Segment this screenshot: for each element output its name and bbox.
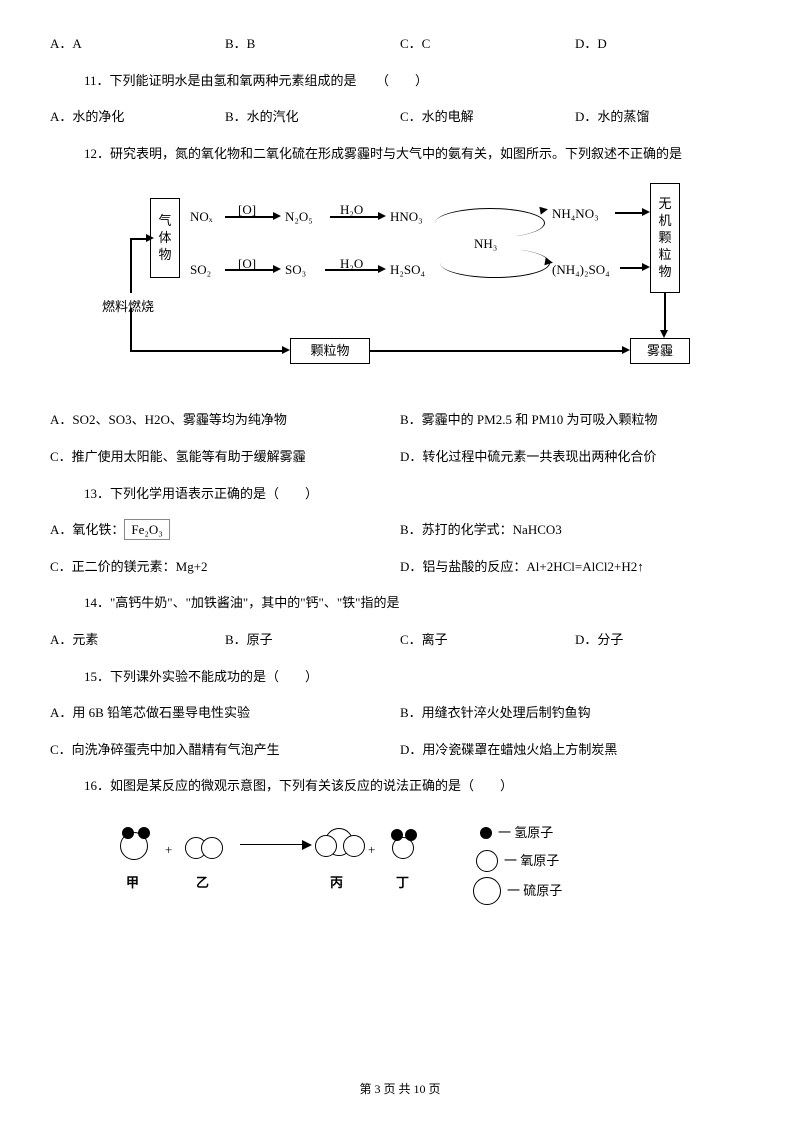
q12-options-2: C．推广使用太阳能、氢能等有助于缓解雾霾 D．转化过程中硫元素一共表现出两种化合… [50, 443, 750, 472]
q11-opt-c: C．水的电解 [400, 103, 575, 132]
top-options-row: A．A B．B C．C D．D [50, 30, 750, 59]
q11-text: 11．下列能证明水是由氢和氧两种元素组成的是 （ ） [84, 67, 750, 96]
label-so3: SO₃ [285, 256, 306, 285]
q13-text: 13．下列化学用语表示正确的是（ ） [84, 480, 750, 509]
q14-text: 14．"高钙牛奶"、"加铁酱油"，其中的"钙"、"铁"指的是 [84, 589, 750, 618]
q15-opt-a: A．用 6B 铅笔芯做石墨导电性实验 [50, 699, 400, 728]
q12-opt-d: D．转化过程中硫元素一共表现出两种化合价 [400, 443, 750, 472]
label-ding: 丁 [396, 869, 409, 898]
q13-options-2: C．正二价的镁元素：Mg+2 D．铝与盐酸的反应：Al+2HCl=AlCl2+H… [50, 553, 750, 582]
q12-diagram: 气 体 物 无 机 颗 粒 物 颗粒物 雾霾 燃料燃烧 NOₓ [O] N₂O₅… [90, 178, 710, 388]
label-h2so4: H₂SO₄ [390, 256, 425, 285]
q13-opt-a: A．氧化铁：Fe₂O₃ [50, 516, 400, 545]
q13-opt-c: C．正二价的镁元素：Mg+2 [50, 553, 400, 582]
q12-text: 12．研究表明，氮的氧化物和二氧化硫在形成雾霾时与大气中的氨有关，如图所示。下列… [84, 140, 750, 169]
q12-opt-b: B．雾霾中的 PM2.5 和 PM10 为可吸入颗粒物 [400, 406, 750, 435]
legend-h: 一 氢原子 [480, 819, 553, 848]
label-nh3: NH₃ [474, 230, 497, 259]
plus-1: + [165, 836, 172, 865]
molecule-bing [325, 827, 353, 856]
molecule-yi [185, 833, 223, 862]
opt-c: C．C [400, 30, 575, 59]
q15-opt-c: C．向洗净碎蛋壳中加入醋精有气泡产生 [50, 736, 400, 765]
q11-options: A．水的净化 B．水的汽化 C．水的电解 D．水的蒸馏 [50, 103, 750, 132]
q13-options-1: A．氧化铁：Fe₂O₃ B．苏打的化学式：NaHCO3 [50, 516, 750, 545]
label-nh42so4: (NH₄)₂SO₄ [552, 256, 610, 285]
legend-s: 一 硫原子 [473, 877, 562, 906]
box-particle: 颗粒物 [290, 338, 370, 364]
label-yi: 乙 [196, 869, 209, 898]
q14-opt-d: D．分子 [575, 626, 750, 655]
label-h2o1: H₂O [340, 196, 363, 225]
q15-text: 15．下列课外实验不能成功的是（ ） [84, 663, 750, 692]
plus-2: + [368, 836, 375, 865]
opt-b: B．B [225, 30, 400, 59]
label-fuel: 燃料燃烧 [102, 293, 154, 322]
label-nox: NOₓ [190, 203, 213, 232]
q14-options: A．元素 B．原子 C．离子 D．分子 [50, 626, 750, 655]
box-gas: 气 体 物 [150, 198, 180, 278]
label-hno3: HNO₃ [390, 203, 423, 232]
box-haze: 雾霾 [630, 338, 690, 364]
q14-opt-c: C．离子 [400, 626, 575, 655]
q12-opt-a: A．SO2、SO3、H2O、雾霾等均为纯净物 [50, 406, 400, 435]
q16-text: 16．如图是某反应的微观示意图，下列有关该反应的说法正确的是（ ） [84, 772, 750, 801]
q16-diagram: 甲 + 乙 丙 + 丁 一 氢原子 一 氧原子 一 硫原子 [110, 811, 690, 921]
page-footer: 第 3 页 共 10 页 [0, 1076, 800, 1102]
reaction-arrow [240, 844, 310, 846]
q12-options-1: A．SO2、SO3、H2O、雾霾等均为纯净物 B．雾霾中的 PM2.5 和 PM… [50, 406, 750, 435]
molecule-ding [392, 833, 414, 862]
label-nh4no3: NH₄NO₃ [552, 200, 599, 229]
q15-options-1: A．用 6B 铅笔芯做石墨导电性实验 B．用缝衣针淬火处理后制钓鱼钩 [50, 699, 750, 728]
q15-opt-d: D．用冷瓷碟罩在蜡烛火焰上方制炭黑 [400, 736, 750, 765]
legend-o: 一 氧原子 [476, 847, 559, 876]
opt-d: D．D [575, 30, 750, 59]
label-bing: 丙 [330, 869, 343, 898]
label-n2o5: N₂O₅ [285, 203, 313, 232]
q11-opt-a: A．水的净化 [50, 103, 225, 132]
molecule-jia [120, 831, 148, 860]
q11-opt-d: D．水的蒸馏 [575, 103, 750, 132]
label-so2: SO₂ [190, 256, 211, 285]
q15-opt-b: B．用缝衣针淬火处理后制钓鱼钩 [400, 699, 750, 728]
label-o2: [O] [238, 250, 256, 279]
label-o1: [O] [238, 196, 256, 225]
q12-opt-c: C．推广使用太阳能、氢能等有助于缓解雾霾 [50, 443, 400, 472]
q14-opt-b: B．原子 [225, 626, 400, 655]
q13-opt-b: B．苏打的化学式：NaHCO3 [400, 516, 750, 545]
q11-opt-b: B．水的汽化 [225, 103, 400, 132]
q15-options-2: C．向洗净碎蛋壳中加入醋精有气泡产生 D．用冷瓷碟罩在蜡烛火焰上方制炭黑 [50, 736, 750, 765]
opt-a: A．A [50, 30, 225, 59]
label-h2o2: H₂O [340, 250, 363, 279]
q14-opt-a: A．元素 [50, 626, 225, 655]
box-inorganic: 无 机 颗 粒 物 [650, 183, 680, 293]
label-jia: 甲 [126, 869, 139, 898]
q13-opt-d: D．铝与盐酸的反应：Al+2HCl=AlCl2+H2↑ [400, 553, 750, 582]
